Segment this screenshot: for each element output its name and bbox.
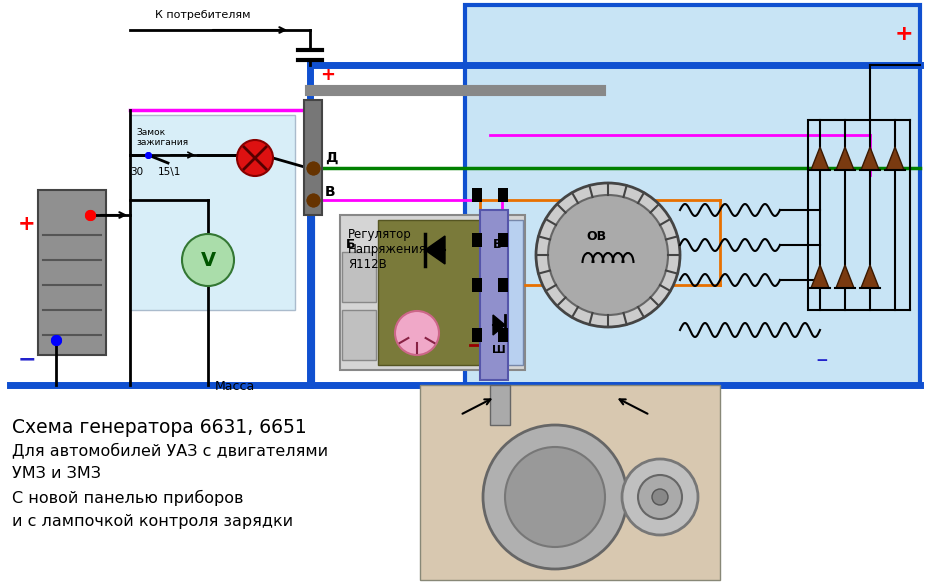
Circle shape	[395, 311, 439, 355]
Text: Для автомобилей УАЗ с двигателями: Для автомобилей УАЗ с двигателями	[12, 442, 328, 458]
Text: +: +	[320, 66, 335, 84]
Text: −: −	[815, 353, 828, 368]
Text: Схема генератора 6631, 6651: Схема генератора 6631, 6651	[12, 418, 307, 437]
Bar	[342, 310, 376, 360]
Circle shape	[622, 459, 698, 535]
Bar	[340, 215, 525, 370]
Bar	[472, 278, 482, 292]
Circle shape	[536, 183, 680, 327]
Text: и с лампочкой контроля зарядки: и с лампочкой контроля зарядки	[12, 514, 293, 529]
Circle shape	[638, 475, 682, 519]
Bar	[498, 188, 508, 202]
Text: −: −	[18, 349, 37, 369]
Polygon shape	[836, 147, 854, 170]
Bar	[304, 100, 322, 215]
Circle shape	[182, 234, 234, 286]
Bar	[378, 220, 488, 365]
Polygon shape	[861, 265, 879, 288]
Circle shape	[548, 195, 668, 315]
Circle shape	[483, 425, 627, 569]
Text: В: В	[325, 185, 336, 199]
Polygon shape	[425, 236, 445, 264]
Bar	[420, 385, 720, 580]
Text: +: +	[895, 24, 914, 44]
Text: ОВ: ОВ	[586, 230, 606, 243]
Bar	[490, 220, 523, 365]
Bar	[130, 115, 295, 310]
Text: V: V	[201, 250, 216, 270]
Circle shape	[237, 140, 273, 176]
Text: С новой панелью приборов: С новой панелью приборов	[12, 490, 243, 506]
Circle shape	[652, 489, 668, 505]
Text: 15\1: 15\1	[158, 167, 181, 177]
Text: +: +	[18, 214, 36, 234]
Bar	[472, 328, 482, 342]
Bar	[490, 385, 510, 425]
Bar	[465, 5, 920, 385]
Bar	[472, 188, 482, 202]
Text: К потребителям: К потребителям	[155, 10, 251, 20]
Polygon shape	[811, 265, 829, 288]
Bar	[38, 190, 106, 355]
Bar	[498, 278, 508, 292]
Text: Замок
зажигания: Замок зажигания	[136, 128, 188, 148]
Polygon shape	[493, 315, 505, 335]
Bar	[342, 252, 376, 302]
Text: В: В	[493, 238, 502, 251]
Bar	[498, 328, 508, 342]
Text: Регулятор
Напряжения
Я112В: Регулятор Напряжения Я112В	[348, 228, 426, 271]
Text: Б: Б	[346, 238, 355, 251]
Text: 30: 30	[130, 167, 143, 177]
Polygon shape	[861, 147, 879, 170]
Bar	[480, 210, 508, 380]
Bar	[472, 233, 482, 247]
Bar	[498, 233, 508, 247]
Polygon shape	[836, 265, 854, 288]
Text: УМЗ и ЗМЗ: УМЗ и ЗМЗ	[12, 466, 101, 481]
Circle shape	[505, 447, 605, 547]
Text: Масса: Масса	[215, 380, 255, 393]
Polygon shape	[811, 147, 829, 170]
Text: Д: Д	[325, 151, 338, 165]
Text: Ш: Ш	[492, 345, 506, 355]
Polygon shape	[886, 147, 904, 170]
